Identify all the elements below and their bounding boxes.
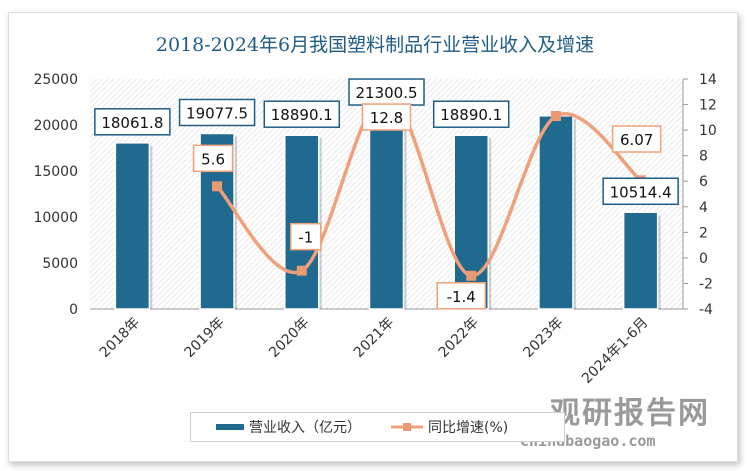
bar <box>622 211 659 310</box>
bar-data-label-box <box>602 177 679 206</box>
legend-label: 营业收入（亿元） <box>249 420 361 436</box>
growth-marker <box>296 265 307 276</box>
x-tick-label: 2023年 <box>520 315 566 361</box>
left-tick-label: 10000 <box>33 210 78 226</box>
right-tick-label: 4 <box>699 200 708 216</box>
bar-data-label-box <box>263 100 341 128</box>
line-data-label: -1 <box>298 229 313 247</box>
left-tick-label: 20000 <box>33 118 78 134</box>
bar <box>284 134 320 310</box>
legend-item-growth: 同比增速(%) <box>391 417 508 437</box>
left-tick-label: 15000 <box>33 164 78 180</box>
line-data-label-box <box>192 144 234 173</box>
right-tick-label: 14 <box>699 72 717 88</box>
bar <box>114 142 151 310</box>
bar-data-label: 19077.5 <box>186 104 248 122</box>
bar-data-label: 10514.4 <box>610 183 672 201</box>
left-tick-label: 25000 <box>33 72 78 88</box>
x-tick-label: 2024年1-6月 <box>579 315 651 387</box>
line-data-label: 12.8 <box>370 109 403 127</box>
right-tick-label: 0 <box>699 251 708 267</box>
line-data-label-box <box>611 125 662 153</box>
bar <box>368 112 405 310</box>
right-tick-label: -2 <box>699 276 713 292</box>
bar-data-label-box <box>178 98 256 127</box>
bar-data-label: 18890.1 <box>440 106 502 124</box>
line-data-label-box <box>290 222 322 251</box>
left-tick-label: 0 <box>69 302 78 318</box>
legend: 营业收入（亿元） 同比增速(%) <box>190 412 565 442</box>
legend-label: 同比增速(%) <box>428 420 509 436</box>
bar-data-label: 18890.1 <box>271 106 333 124</box>
right-tick-label: 8 <box>699 149 708 165</box>
line-data-label-box <box>361 103 412 131</box>
right-tick-label: 12 <box>699 98 717 114</box>
right-tick-label: 6 <box>699 174 708 190</box>
growth-marker <box>466 270 477 281</box>
bar <box>538 115 574 310</box>
line-data-label: 5.6 <box>201 150 225 168</box>
growth-marker <box>212 181 223 192</box>
chart-title: 2018-2024年6月我国塑料制品行业营业收入及增速 <box>155 34 595 56</box>
bar-data-label: 18061.8 <box>101 114 163 132</box>
x-tick-label: 2019年 <box>181 315 227 361</box>
x-tick-label: 2021年 <box>351 315 397 361</box>
x-tick-label: 2020年 <box>266 315 312 361</box>
line-data-label: -1.4 <box>447 288 476 306</box>
line-data-label: 6.07 <box>620 131 653 149</box>
bar-data-label-box <box>432 100 510 128</box>
bar-data-label: 21300.5 <box>355 84 417 102</box>
watermark-name: 观研报告网 <box>550 396 710 431</box>
legend-item-revenue: 营业收入（亿元） <box>216 417 361 437</box>
right-tick-label: 2 <box>699 225 708 241</box>
right-tick-label: -4 <box>699 302 713 318</box>
line-swatch-icon <box>391 423 423 431</box>
x-tick-label: 2018年 <box>97 315 143 361</box>
line-data-label-box <box>436 282 486 310</box>
growth-marker <box>550 111 561 122</box>
bar-data-label-box <box>94 108 171 136</box>
bar-swatch-icon <box>216 424 244 430</box>
right-tick-label: 10 <box>699 123 717 139</box>
x-tick-label: 2022年 <box>436 315 482 361</box>
left-tick-label: 5000 <box>42 256 78 272</box>
